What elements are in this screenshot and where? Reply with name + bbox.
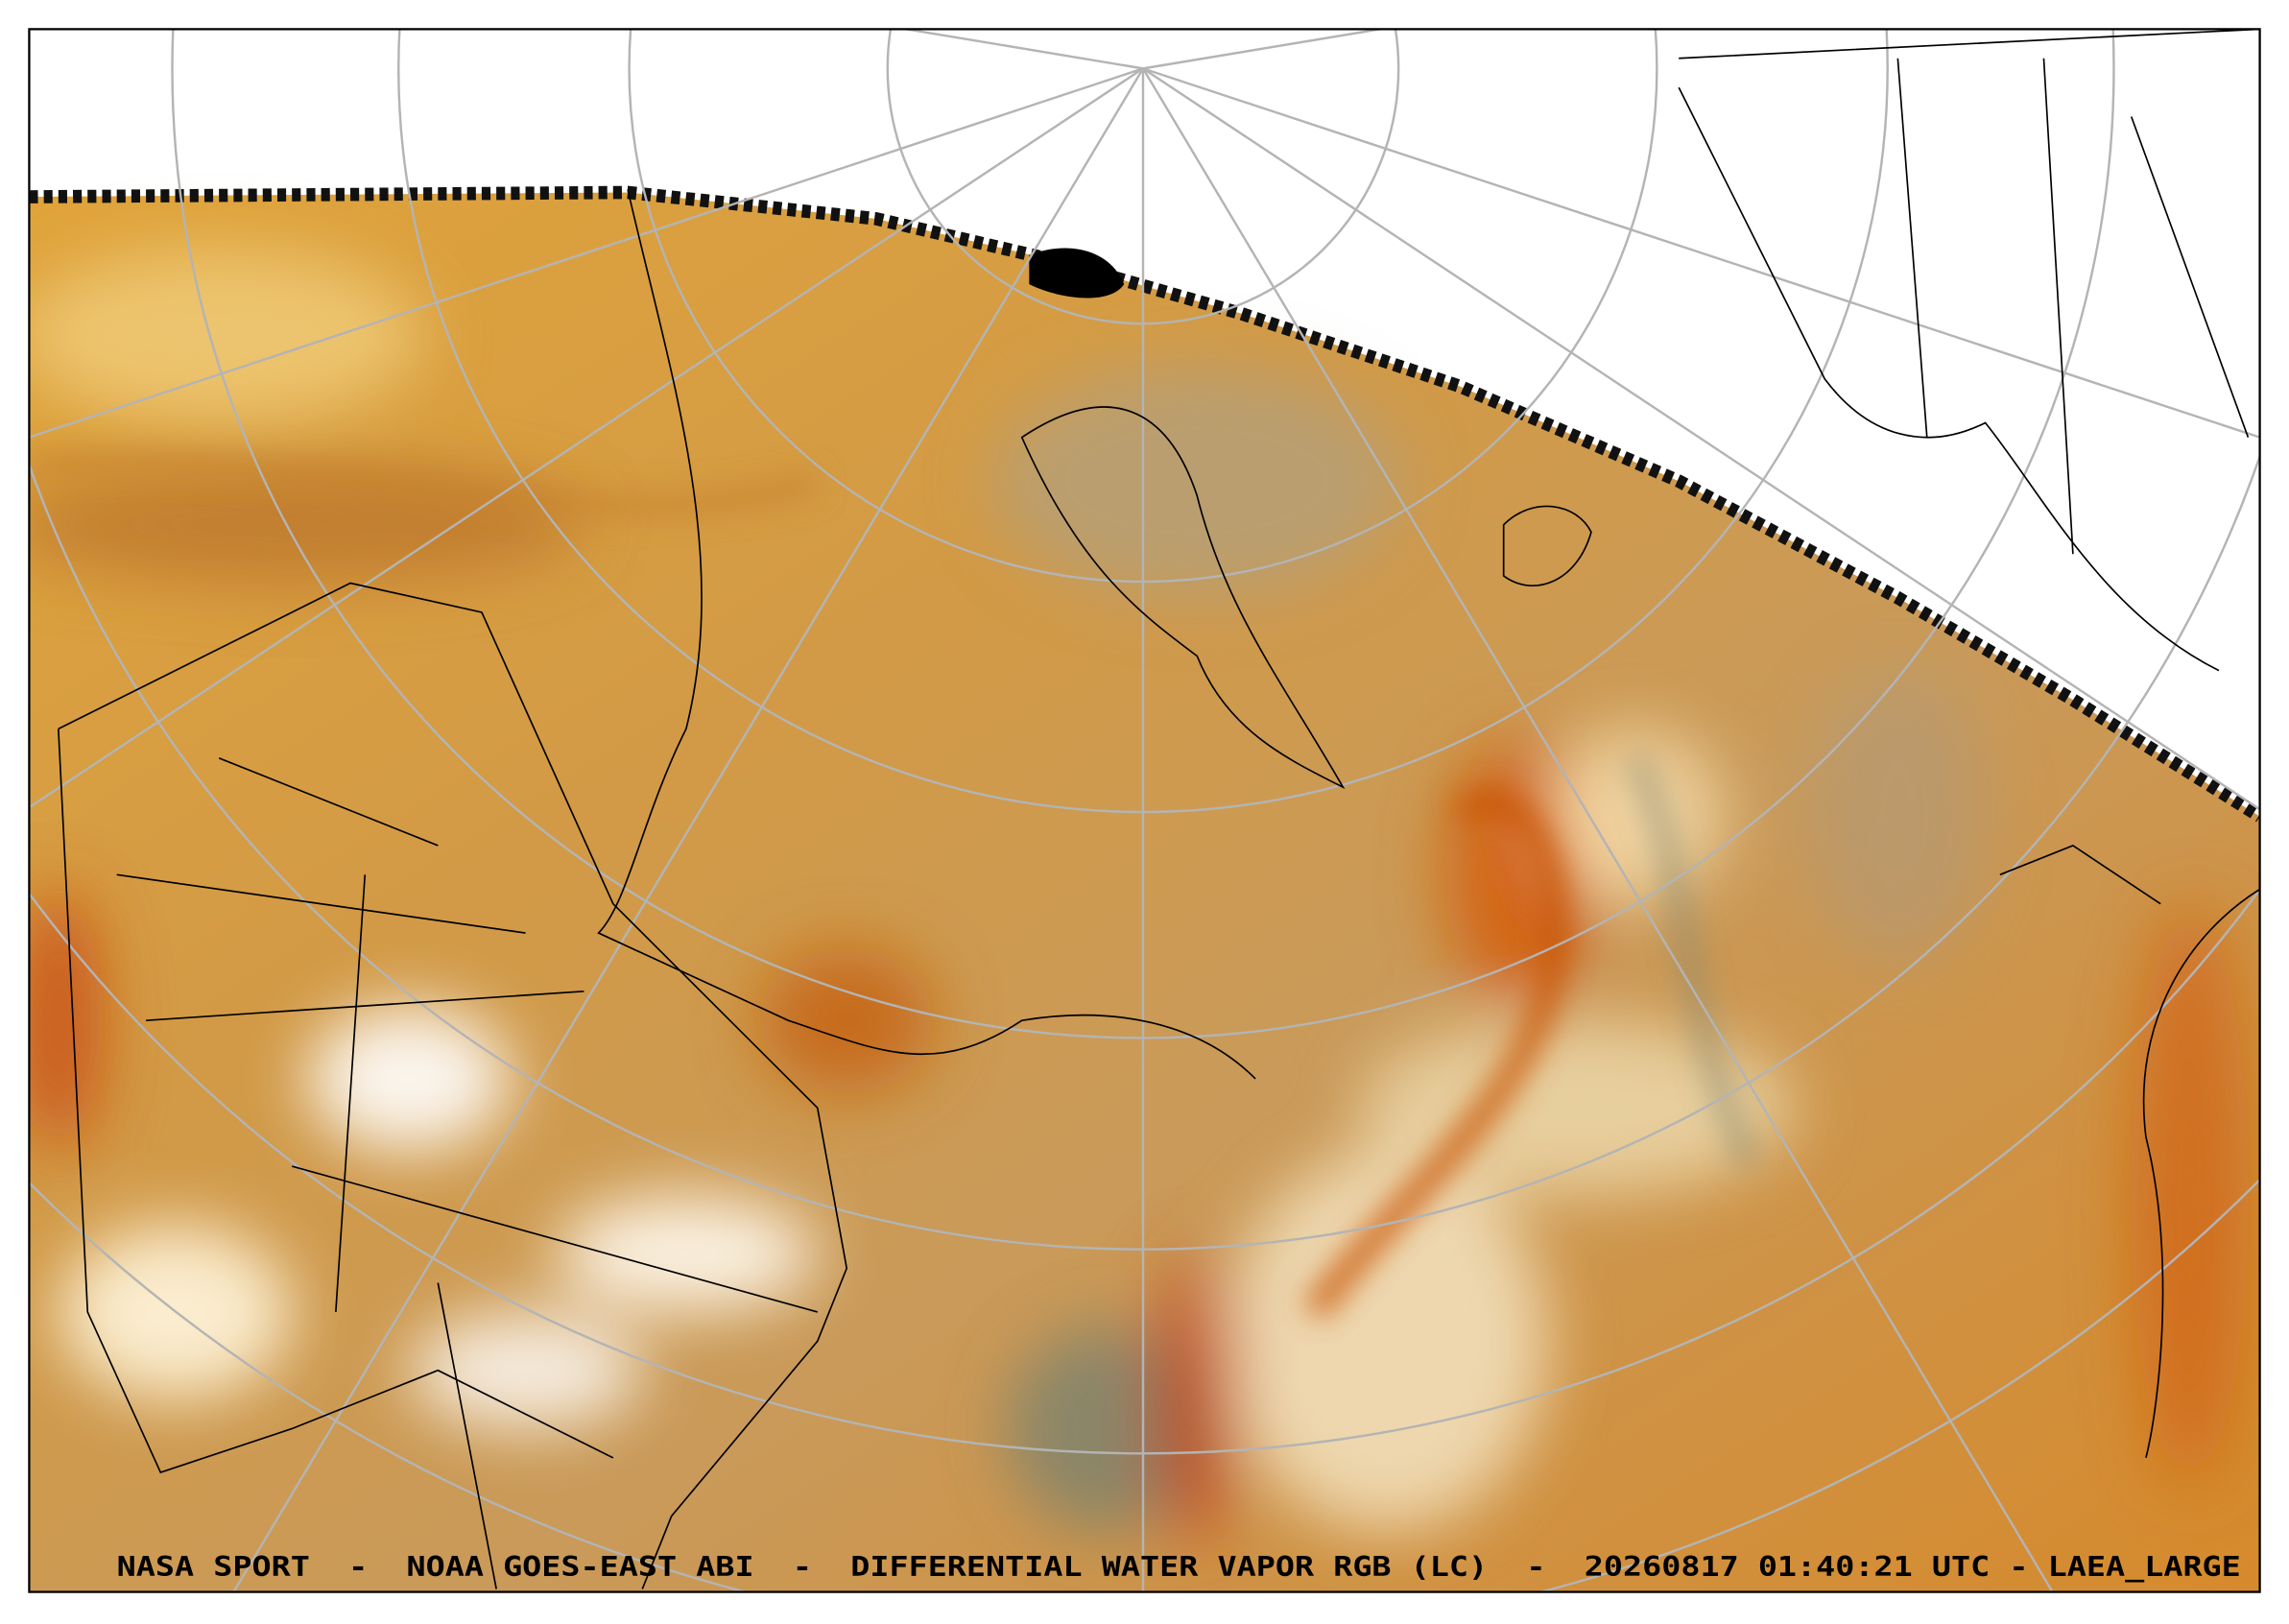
caption: NASA SPORT - NOAA GOES-EAST ABI - DIFFER… xyxy=(117,1550,2241,1583)
map-frame xyxy=(28,28,2261,1593)
canada-coast xyxy=(597,189,1256,1080)
africa xyxy=(1999,844,2260,1459)
iceland xyxy=(1502,505,1592,586)
imagery-detail xyxy=(29,449,1761,1321)
europe xyxy=(1678,29,2260,672)
data-gap xyxy=(1029,248,1125,299)
greenland xyxy=(1020,406,1346,790)
data-edge xyxy=(29,185,2260,823)
coastlines xyxy=(58,29,2260,1589)
north-america xyxy=(58,582,848,1589)
borders xyxy=(116,757,819,1589)
